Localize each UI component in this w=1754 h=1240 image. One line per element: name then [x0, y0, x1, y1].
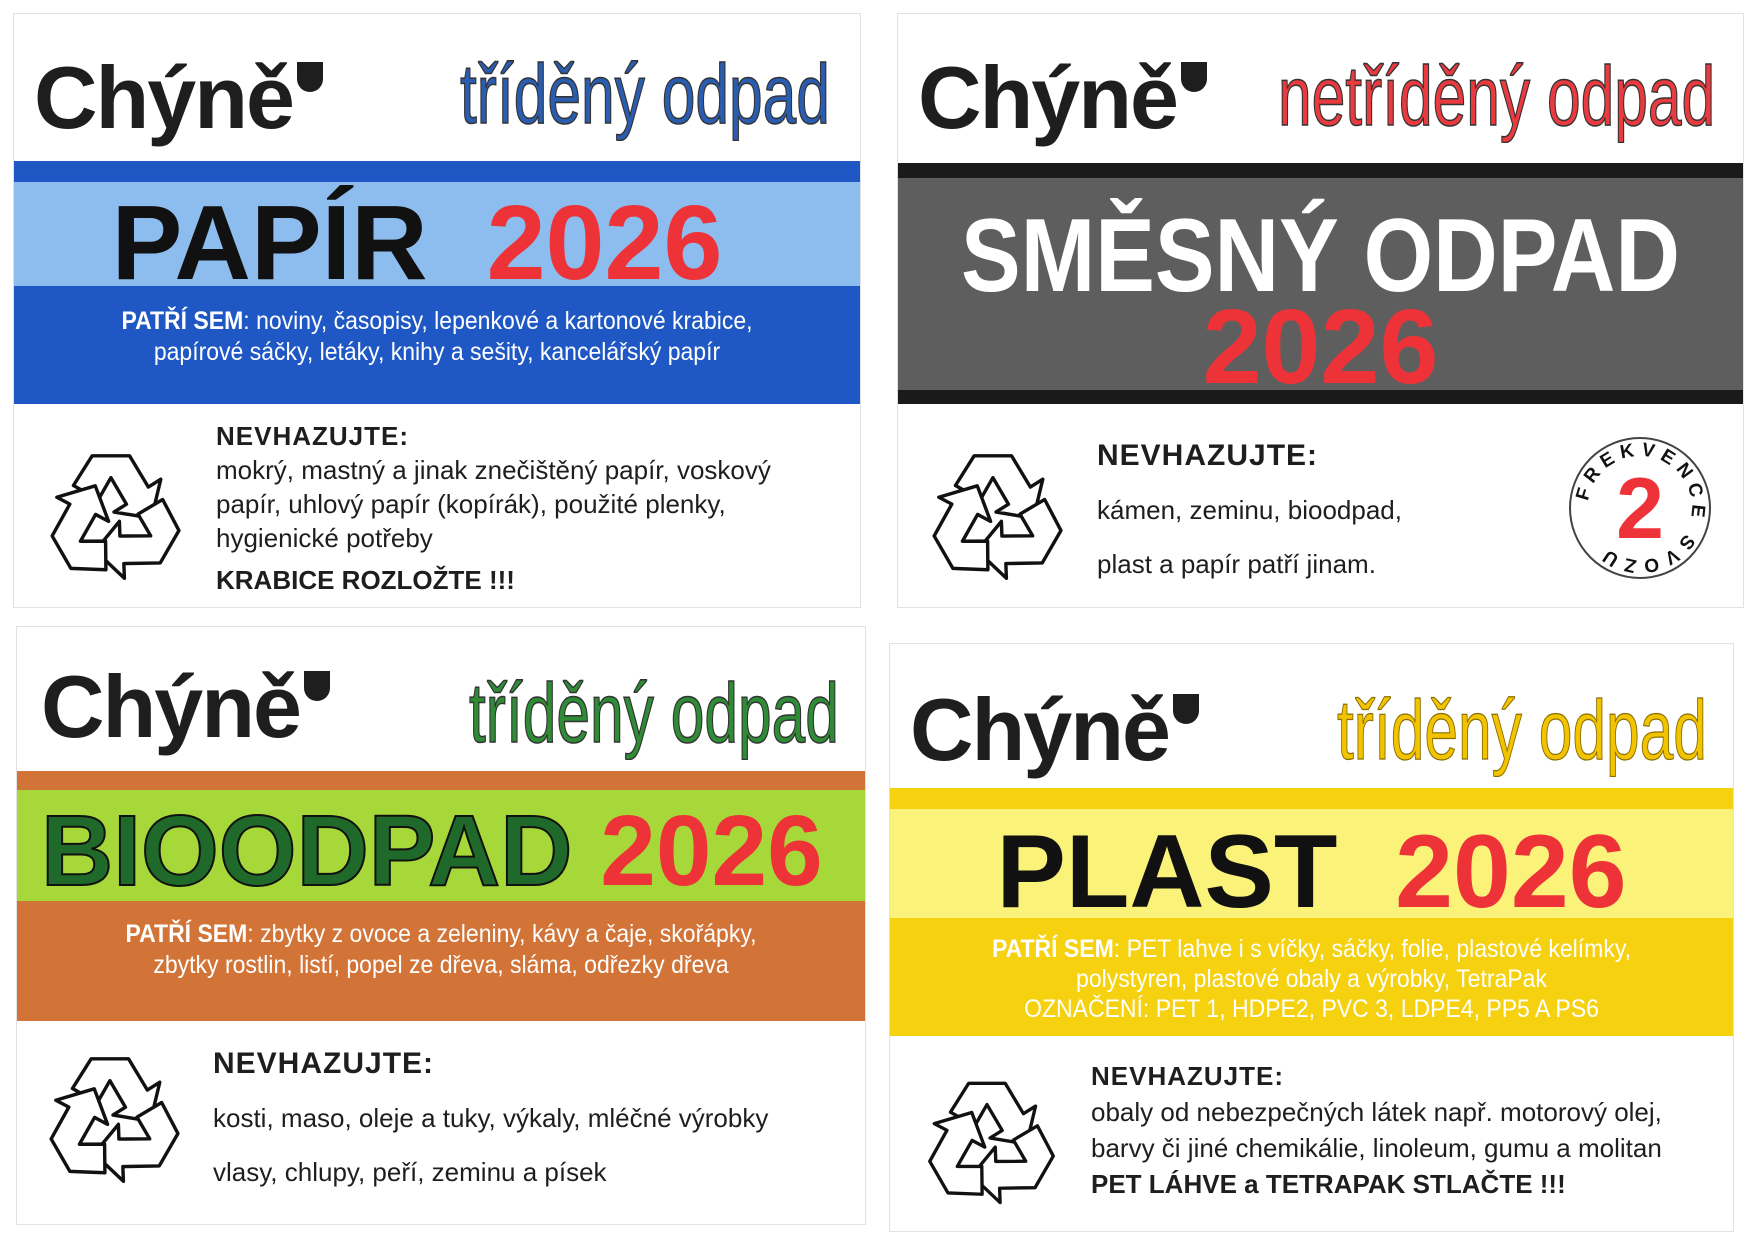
- dont-line: plast a papír patří jinam.: [1097, 549, 1376, 579]
- year: 2026: [1202, 288, 1439, 406]
- band-top: [890, 788, 1733, 809]
- band-top: [898, 163, 1743, 178]
- band-title: [890, 809, 1733, 918]
- category-label: tříděný odpad: [459, 47, 830, 141]
- shield-icon: [1180, 62, 1207, 92]
- title: PLAST 2026: [890, 820, 1733, 924]
- belongs-label: PATŘÍ SEM: [991, 935, 1114, 963]
- logo: Chýně: [34, 54, 323, 142]
- belongs-line: OZNAČENÍ: PET 1, HDPE2, PVC 3, LDPE4, PP…: [1024, 995, 1599, 1023]
- title: PAPÍR 2026: [14, 190, 860, 296]
- band-info: [17, 901, 865, 1021]
- do-not-throw: NEVHAZUJTE: obaly od nebezpečných látek …: [1091, 1058, 1662, 1202]
- do-not-throw: NEVHAZUJTE: kámen, zeminu, bioodpad, pla…: [1097, 429, 1402, 591]
- do-not-throw: NEVHAZUJTE: kosti, maso, oleje a tuky, v…: [213, 1037, 768, 1199]
- logo-text: Chýně: [910, 680, 1171, 779]
- belongs-line: : noviny, časopisy, lepenkové a kartonov…: [243, 307, 753, 335]
- recycle-icon: [36, 454, 191, 590]
- shield-icon: [303, 671, 330, 701]
- belongs-here: PATŘÍ SEM: zbytky z ovoce a zeleniny, ká…: [51, 919, 831, 981]
- label-bioodpad: Chýně tříděný odpad BIOODPAD 2026 PATŘÍ …: [16, 626, 866, 1225]
- year: 2026: [1395, 814, 1627, 930]
- logo-text: Chýně: [918, 48, 1179, 147]
- label-smesny-odpad: Chýně netříděný odpad SMĚSNÝ ODPAD 2026 …: [897, 13, 1744, 608]
- shield-icon: [1172, 694, 1199, 724]
- category-label: tříděný odpad: [1337, 683, 1708, 777]
- year: 2026: [486, 184, 723, 302]
- belongs-line: zbytky rostlin, listí, popel ze dřeva, s…: [153, 951, 729, 979]
- dont-line: kámen, zeminu, bioodpad,: [1097, 495, 1402, 525]
- logo-text: Chýně: [34, 48, 295, 147]
- band-info: [14, 286, 860, 404]
- belongs-line: : zbytky z ovoce a zeleniny, kávy a čaje…: [247, 920, 757, 948]
- dont-line: barvy či jiné chemikálie, linoleum, gumu…: [1091, 1133, 1662, 1163]
- note: PET LÁHVE a TETRAPAK STLAČTE !!!: [1091, 1169, 1566, 1199]
- dont-label: NEVHAZUJTE:: [213, 1047, 435, 1080]
- title: SMĚSNÝ ODPAD: [961, 198, 1680, 314]
- do-not-throw: NEVHAZUJTE: mokrý, mastný a jinak znečiš…: [216, 419, 771, 597]
- dont-label: NEVHAZUJTE:: [1091, 1061, 1285, 1091]
- frequency-badge: FREKVENCE SVOZU 2: [1569, 437, 1711, 579]
- band-top: [17, 771, 865, 790]
- belongs-here: PATŘÍ SEM: noviny, časopisy, lepenkové a…: [48, 306, 826, 368]
- logo-text: Chýně: [41, 657, 302, 756]
- title-text: PLAST: [996, 814, 1338, 930]
- dont-line: vlasy, chlupy, peří, zeminu a písek: [213, 1157, 607, 1187]
- year: 2026: [600, 795, 823, 907]
- shield-icon: [296, 62, 323, 92]
- dont-line: hygienické potřeby: [216, 523, 433, 553]
- title: BIOODPAD 2026: [40, 800, 865, 902]
- dont-line: kosti, maso, oleje a tuky, výkaly, mléčn…: [213, 1103, 769, 1133]
- belongs-label: PATŘÍ SEM: [125, 920, 248, 948]
- title-text: PAPÍR: [111, 184, 428, 302]
- belongs-line: polystyren, plastové obaly a výrobky, Te…: [1076, 965, 1547, 993]
- band-info: [890, 918, 1733, 1036]
- band-bottom: [898, 390, 1743, 404]
- belongs-here: PATŘÍ SEM: PET lahve i s víčky, sáčky, f…: [924, 934, 1700, 1024]
- logo: Chýně: [918, 54, 1207, 142]
- note: KRABICE ROZLOŽTE !!!: [216, 565, 515, 595]
- dont-label: NEVHAZUJTE:: [216, 421, 410, 451]
- label-papir: Chýně tříděný odpad PAPÍR 2026 PATŘÍ SEM…: [13, 13, 861, 608]
- category-label: netříděný odpad: [1277, 49, 1716, 143]
- label-plast: Chýně tříděný odpad PLAST 2026 PATŘÍ SEM…: [889, 643, 1734, 1232]
- band-top: [14, 161, 860, 182]
- band-title: [898, 178, 1743, 390]
- dont-line: obaly od nebezpečných látek např. motoro…: [1091, 1097, 1662, 1127]
- logo: Chýně: [910, 686, 1199, 774]
- recycle-icon: [914, 1081, 1065, 1214]
- dont-line: mokrý, mastný a jinak znečištěný papír, …: [216, 455, 771, 485]
- belongs-label: PATŘÍ SEM: [121, 307, 244, 335]
- dont-label: NEVHAZUJTE:: [1097, 439, 1319, 472]
- belongs-line: : PET lahve i s víčky, sáčky, folie, pla…: [1113, 935, 1632, 963]
- badge-number: 2: [1616, 461, 1664, 557]
- recycle-icon: [35, 1057, 190, 1193]
- logo: Chýně: [41, 663, 330, 751]
- band-title: [17, 790, 865, 901]
- recycle-icon: [918, 454, 1073, 590]
- belongs-line: papírové sáčky, letáky, knihy a sešity, …: [153, 338, 721, 366]
- title-text: BIOODPAD: [40, 795, 573, 907]
- category-label: tříděný odpad: [468, 666, 839, 760]
- band-title: [14, 182, 860, 286]
- dont-line: papír, uhlový papír (kopírák), použité p…: [216, 489, 726, 519]
